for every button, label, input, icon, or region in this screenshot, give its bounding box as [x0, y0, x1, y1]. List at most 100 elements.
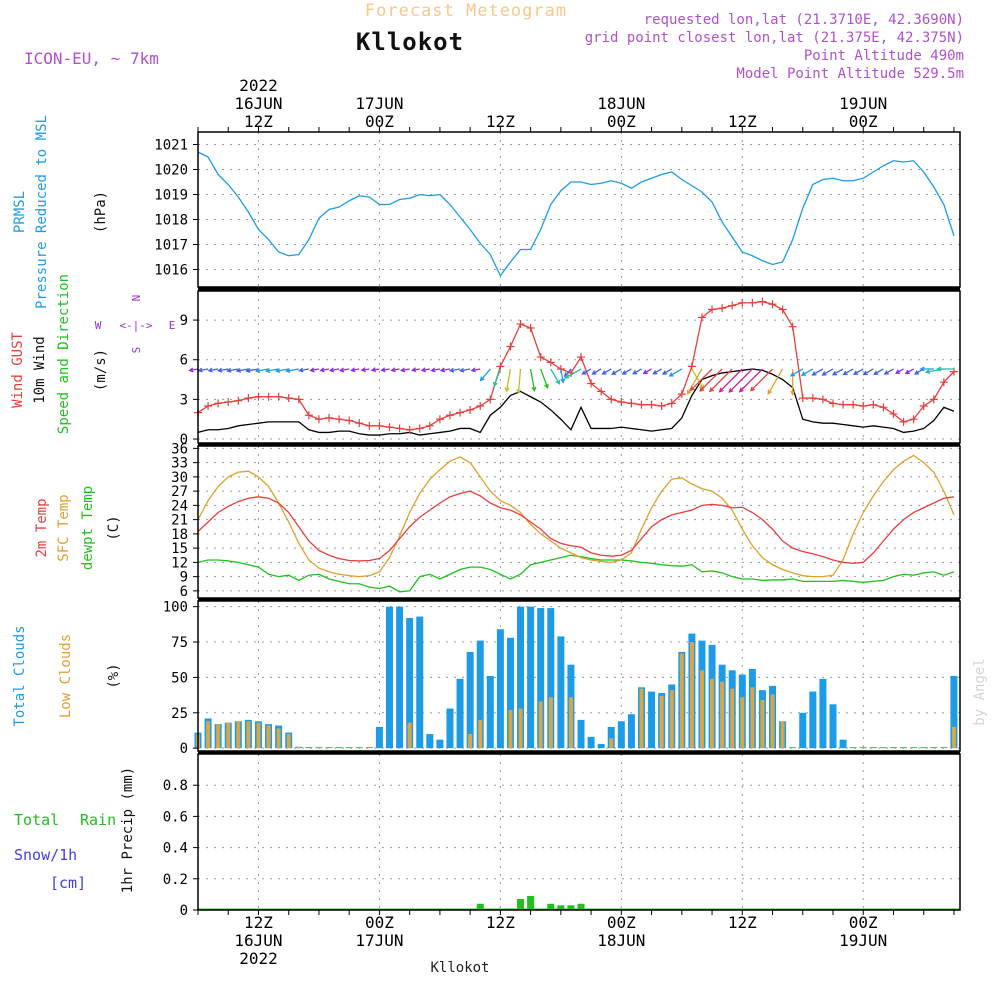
gust-marker — [667, 399, 676, 408]
wind-arrow — [565, 368, 582, 379]
gust-marker — [738, 298, 747, 307]
wind-arrow-head — [254, 368, 261, 374]
wind-arrow — [286, 368, 299, 372]
y-tick-label: 1016 — [154, 263, 188, 279]
wind-arrow — [719, 368, 743, 393]
y-tick-label: 1018 — [154, 213, 188, 229]
total-cloud-bar — [466, 651, 474, 749]
wind-arrow-head — [862, 370, 868, 376]
wind-arrow-head — [591, 370, 597, 375]
wind-arrow — [450, 368, 461, 372]
wind-arrow — [884, 368, 894, 375]
total-cloud-bar — [476, 640, 484, 749]
wind-arrow-head — [479, 376, 485, 382]
pressure-unit: (hPa) — [93, 191, 109, 233]
wind-label-10m: 10m Wind — [32, 336, 48, 403]
wind-arrow — [517, 368, 522, 393]
time-label-bottom: 12Z — [486, 913, 515, 932]
header-title-top: Forecast Meteogram — [365, 1, 567, 21]
y-tick-label: 75 — [171, 635, 188, 651]
low-cloud-bar — [750, 687, 755, 749]
wind-arrow-head — [789, 371, 796, 377]
total-cloud-bar — [889, 747, 897, 749]
wind-arrow-head — [790, 390, 796, 396]
wind-arrow — [632, 368, 642, 375]
wind-arrow-head — [689, 386, 695, 392]
gust-marker — [395, 424, 404, 433]
dewpoint-line — [197, 554, 955, 593]
wind-arrow — [690, 368, 713, 391]
low-cloud-bar — [951, 726, 956, 749]
wind-arrow-head — [350, 367, 356, 373]
footer-credit: by Angel — [972, 658, 988, 725]
time-label-bottom: 00Z — [849, 913, 878, 932]
wind-arrow-head — [430, 367, 436, 373]
gust-marker — [899, 417, 908, 426]
wind-arrow — [767, 368, 784, 394]
wind-arrow — [582, 368, 592, 375]
total-cloud-bar — [486, 676, 494, 749]
wind-arrow-head — [275, 368, 281, 374]
wind-arrow-head — [821, 371, 827, 376]
total-cloud-bar — [799, 712, 807, 749]
wind-arrow-head — [217, 367, 223, 373]
total-cloud-bar — [547, 608, 555, 749]
wind-arrow-head — [516, 388, 522, 395]
time-label-top: 00Z — [365, 112, 394, 131]
gust-line — [197, 300, 955, 431]
wind-arrow-head — [632, 369, 638, 375]
temp-label-dewpt: dewpt Temp — [80, 486, 96, 570]
y-tick-label: 1017 — [154, 238, 188, 254]
wind-arrow — [564, 368, 572, 377]
temp-unit: (C) — [106, 515, 122, 540]
y-tick-label: 50 — [171, 670, 188, 686]
total-cloud-bar — [839, 739, 847, 749]
wind-speed-line — [197, 368, 955, 436]
wind-arrow-head — [904, 369, 910, 375]
wind-arrow-head — [439, 367, 446, 373]
gust-marker — [244, 394, 253, 403]
y-tick-label: 12 — [171, 555, 188, 571]
wind-arrow-head — [492, 381, 498, 388]
wind-arrow — [895, 368, 904, 374]
total-cloud-bar — [829, 704, 837, 749]
wind-arrow — [431, 368, 441, 372]
temp-label-sfc: SFC Temp — [56, 494, 72, 561]
wind-arrow-head — [470, 367, 476, 373]
wind-arrow-head — [245, 368, 251, 373]
gust-marker — [486, 395, 495, 404]
gust-marker — [224, 398, 233, 407]
time-label-bottom: 16JUN — [234, 931, 282, 950]
gust-marker — [748, 298, 757, 307]
compass-w: W — [95, 319, 102, 332]
wind-arrow — [853, 368, 864, 375]
wind-arrow-head — [207, 367, 213, 373]
low-cloud-bar — [266, 725, 271, 749]
total-cloud-bar — [426, 734, 434, 749]
gust-marker — [597, 387, 606, 396]
total-cloud-bar — [809, 691, 817, 749]
total-cloud-bar — [930, 747, 938, 749]
total-cloud-bar — [325, 747, 333, 749]
total-cloud-bar — [920, 747, 928, 749]
grid-lines — [198, 132, 960, 911]
gust-marker — [375, 421, 384, 430]
wind-arrow-head — [668, 372, 674, 377]
footer-location: Kllokot — [430, 960, 489, 976]
low-cloud-bar — [639, 688, 644, 749]
total-cloud-bar — [879, 747, 887, 749]
compass-rose: N S W E <-|-> — [95, 295, 176, 354]
y-tick-label: 0.4 — [163, 841, 188, 857]
wind-arrow-head — [390, 367, 396, 373]
gust-marker — [607, 395, 616, 404]
gust-marker — [708, 305, 717, 314]
line-marks — [194, 151, 958, 593]
y-tick-label: 9 — [180, 313, 188, 329]
total-cloud-bar — [456, 678, 464, 749]
total-cloud-bar — [869, 747, 877, 749]
gust-marker — [768, 300, 777, 309]
wind-arrow-head — [895, 369, 901, 374]
y-tick-label: 100 — [163, 600, 188, 616]
gust-marker — [365, 421, 374, 430]
low-cloud-bar — [669, 690, 674, 749]
